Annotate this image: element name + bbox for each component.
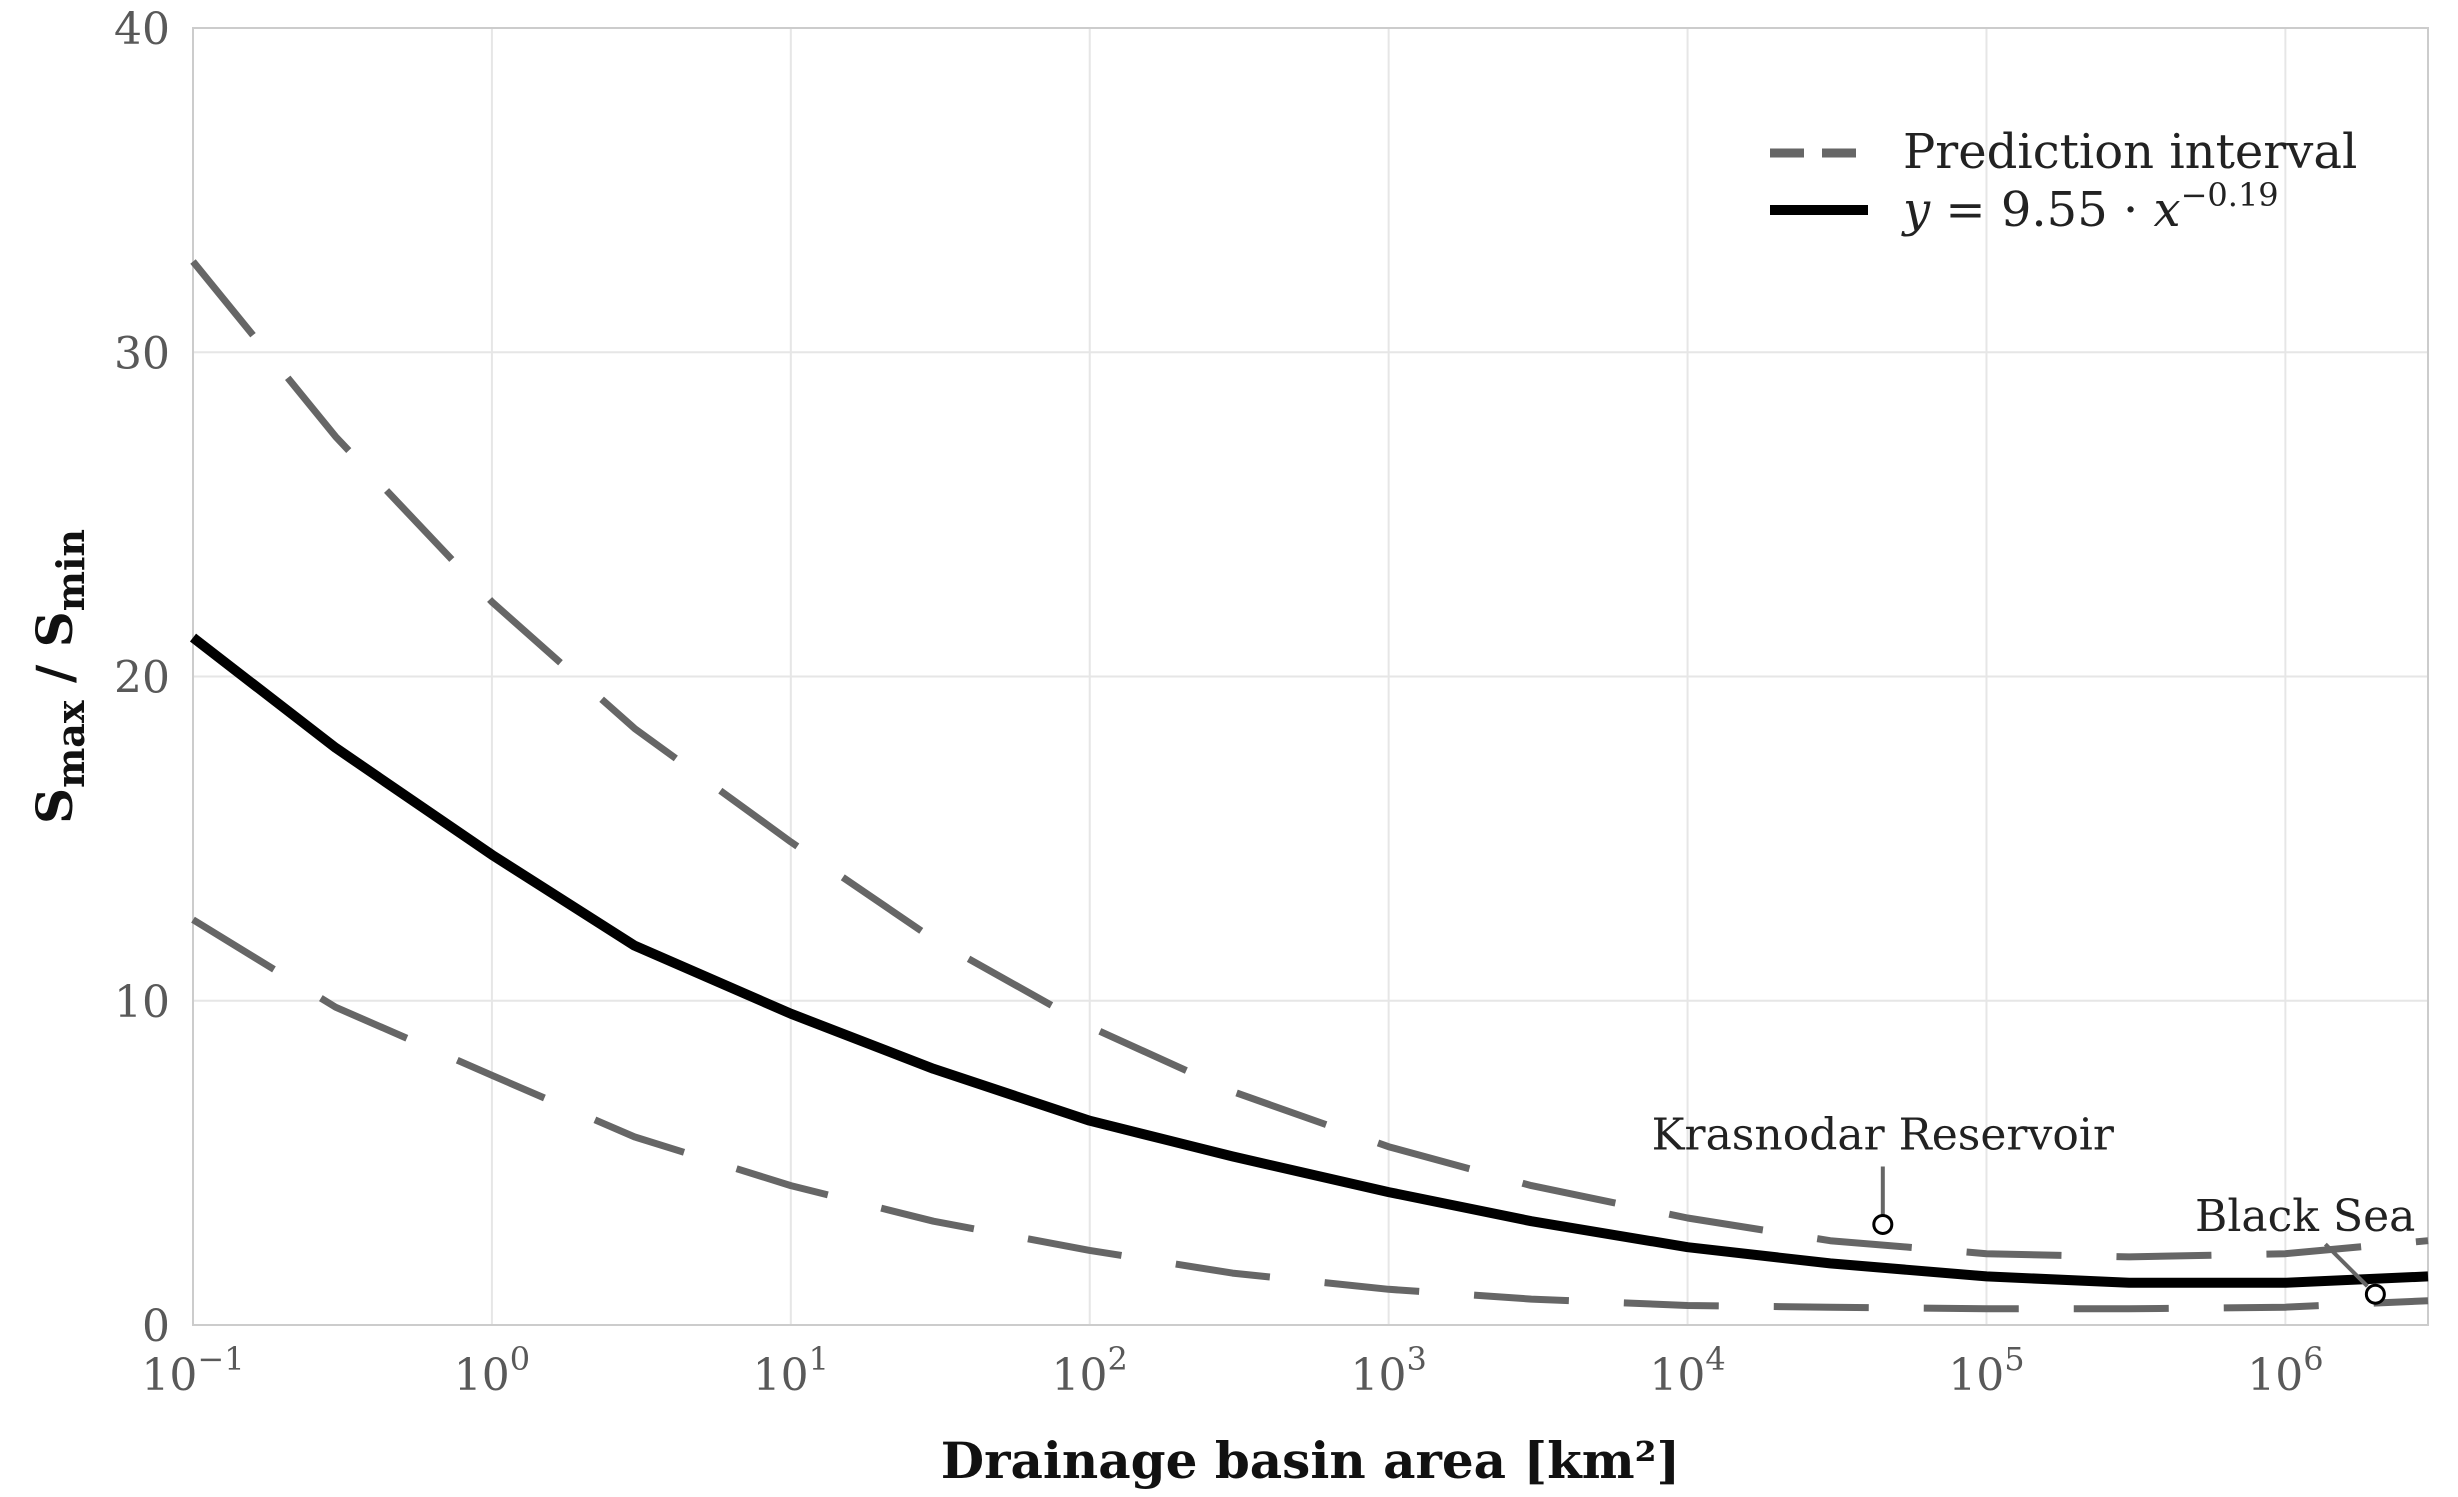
x-tick-label-4: 103 [1350,1340,1426,1401]
y-axis-title-sub1: max [48,700,93,788]
y-tick-label-4: 40 [114,4,170,55]
y-axis-title-base2: S [25,611,84,647]
y-tick-label-0: 0 [142,1301,170,1352]
x-tick-label-2: 101 [753,1340,829,1401]
x-tick-label-5: 104 [1649,1340,1725,1401]
points-layer: Krasnodar Reservoir Black Sea [1652,1109,2415,1305]
annotation-label-1: Black Sea [2195,1191,2415,1242]
x-axis-title: Drainage basin area [km²] [941,1431,1680,1490]
legend-fit-exp: −0.19 [2181,176,2279,214]
annotation-label-0: Krasnodar Reservoir [1652,1109,2115,1160]
y-axis-title-sub2: min [48,529,93,611]
data-point-1 [2364,1283,2386,1305]
series-upper [190,259,2429,1261]
y-axis-title-base: S [25,788,84,824]
legend: Prediction interval y = 9.55 · x−0.19 [1770,124,2357,238]
x-tick-label-0: 10−1 [141,1340,244,1401]
series-fit [189,633,2429,1288]
y-tick-label-1: 10 [114,977,170,1028]
legend-fit-eq: = 9.55 · [1930,182,2153,238]
y-tick-labels: 0 10 20 30 40 [114,4,170,1352]
y-axis-title-sep: / [25,647,84,700]
y-tick-label-3: 30 [114,328,170,379]
data-point-0 [1872,1213,1894,1235]
legend-fit-x: x [2154,182,2181,238]
x-tick-label-7: 106 [2247,1340,2323,1401]
leader-line-1 [2323,1242,2369,1288]
legend-label-fit: y = 9.55 · x−0.19 [1901,176,2279,238]
x-tick-labels: 10−1 100 101 102 103 104 105 106 [141,1340,2323,1401]
y-axis-title: Smax / Smin [25,529,93,824]
x-tick-label-1: 100 [454,1340,530,1401]
x-tick-label-6: 105 [1948,1340,2024,1401]
series-layer [189,259,2429,1313]
plot-frame [192,27,2429,1326]
legend-fit-y: y [1901,182,1931,238]
x-tick-label-3: 102 [1052,1340,1128,1401]
y-tick-label-2: 20 [114,653,170,704]
legend-label-prediction-interval: Prediction interval [1903,124,2357,180]
